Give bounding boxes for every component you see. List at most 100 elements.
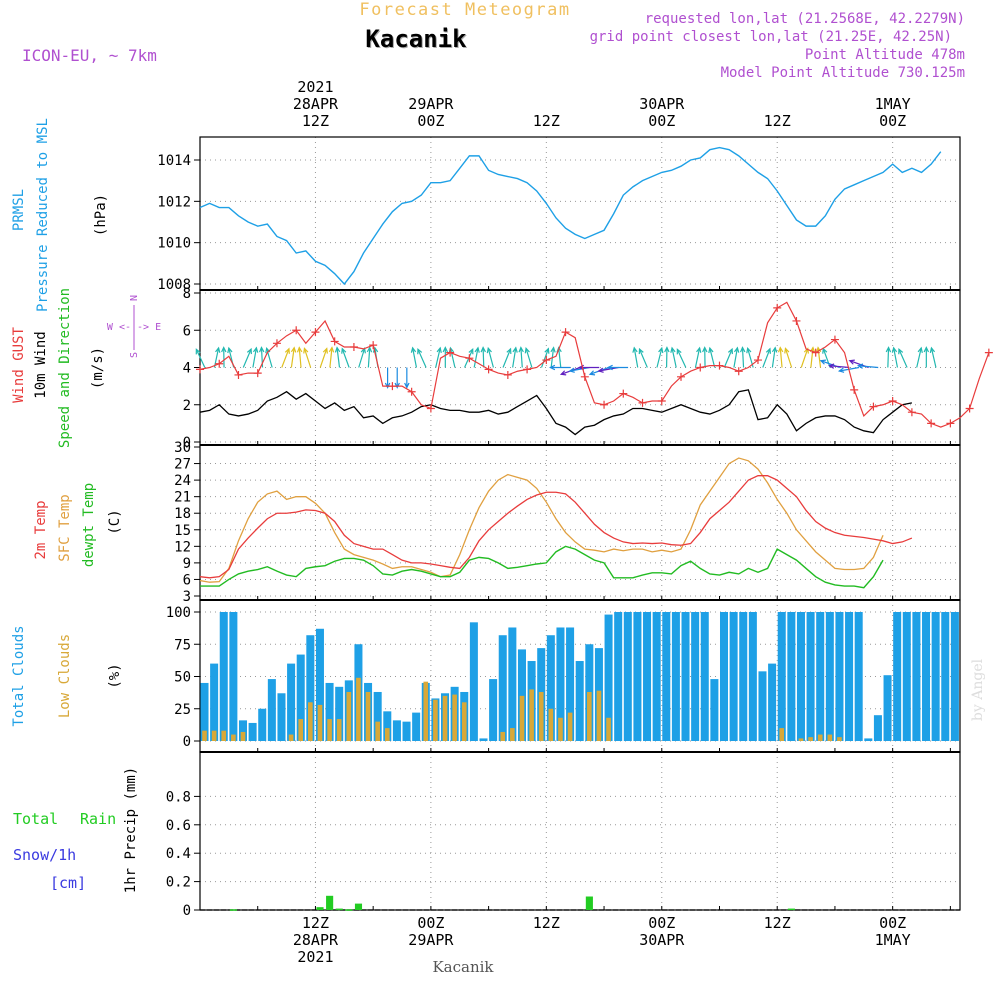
wind-arrow <box>829 365 850 369</box>
wind-arrow <box>916 347 922 368</box>
total-cloud-bar <box>864 738 873 741</box>
total-cloud-bar <box>469 622 478 741</box>
wind-arrow-head <box>606 364 613 371</box>
wind-arrow <box>266 348 273 368</box>
pressure-labels: PRMSL Pressure Reduced to MSL (hPa) <box>11 118 109 312</box>
total-cloud-bar <box>873 715 882 741</box>
gust-marker <box>753 356 762 365</box>
total-cloud-bar <box>248 722 257 741</box>
low-cloud-bar <box>317 704 323 741</box>
total-cloud-bar <box>556 627 565 741</box>
wind-arrow-head <box>328 346 335 353</box>
wind-arrow-head <box>848 359 855 365</box>
wind-arrow <box>525 348 533 368</box>
low-cloud-bar <box>433 699 438 741</box>
low-cloud-bar <box>567 712 573 741</box>
temperature-labels: 2m Temp SFC Temp dewpt Temp (C) <box>33 483 123 567</box>
low-cloud-bar <box>211 730 217 741</box>
wind-arrow-head <box>436 346 442 354</box>
wind-arrow <box>341 348 350 368</box>
wind-arrow <box>290 347 295 368</box>
wind-arrow-head <box>550 346 556 353</box>
wind-arrow <box>298 347 302 368</box>
wind-arrow-head <box>777 346 784 353</box>
wind-arrow <box>558 347 562 368</box>
wind-arrow-head <box>334 346 341 353</box>
gust-marker <box>792 316 801 325</box>
y-tick-label: 15 <box>174 523 191 539</box>
wind-arrow <box>633 347 639 368</box>
wind-arrow-head <box>923 346 930 353</box>
total-cloud-bar <box>643 612 652 741</box>
pressure-msl-label: Pressure Reduced to MSL <box>35 118 51 312</box>
gust-marker <box>272 339 281 348</box>
y-tick-label: 30 <box>174 440 191 456</box>
wind-arrow <box>822 348 831 368</box>
wind-gust-label: Wind GUST <box>11 327 27 403</box>
gust-marker <box>888 397 897 406</box>
requested-coords: requested lon,lat (21.2568E, 42.2279N) <box>645 11 965 27</box>
wind-arrow <box>319 348 328 368</box>
wind-arrow-head <box>506 347 512 354</box>
prmsl-line <box>199 146 942 286</box>
wind-arrow-head <box>417 347 423 355</box>
grid-lines <box>200 137 960 290</box>
wind-arrow <box>358 348 366 368</box>
total-cloud-bar <box>931 612 940 741</box>
y-tick-label: 3 <box>183 589 191 605</box>
wind-arrow-head <box>898 347 904 355</box>
rain-bar <box>335 908 343 911</box>
total-cloud-bar <box>652 612 661 741</box>
wind-arrow-head <box>891 346 898 353</box>
temp-2m-line <box>199 475 913 579</box>
gust-marker <box>523 365 532 374</box>
wind-arrow <box>893 347 899 368</box>
gust-marker <box>811 348 820 357</box>
gust-marker <box>715 361 724 370</box>
wind-arrows <box>195 346 937 389</box>
low-cloud-bar <box>442 695 448 741</box>
rain-bar <box>326 895 334 910</box>
wind-arrow-head <box>227 346 233 354</box>
percent-unit-label: (%) <box>107 663 123 688</box>
time-label: 2021 <box>297 78 333 96</box>
wind-arrow-head <box>284 347 290 354</box>
gust-marker <box>869 402 878 411</box>
total-cloud-bar <box>748 612 757 741</box>
wind-arrow-head <box>221 346 227 353</box>
y-tick-label: 0.8 <box>166 789 191 805</box>
total-cloud-bar <box>710 679 719 741</box>
total-cloud-bar <box>267 679 276 741</box>
low-cloud-bar <box>606 717 611 741</box>
total-cloud-bar <box>277 693 286 741</box>
rain-bars <box>229 895 795 911</box>
wind-arrow <box>800 348 809 368</box>
wind-arrow-head <box>702 346 708 353</box>
gust-marker <box>850 385 859 394</box>
total-cloud-bars <box>200 612 959 741</box>
y-tick-label: 0.4 <box>166 846 191 862</box>
wind-arrow <box>512 347 517 368</box>
celsius-unit-label: (C) <box>107 509 123 534</box>
y-tick-label: 0 <box>183 435 191 451</box>
wind-arrow-head <box>404 382 410 389</box>
total-cloud-bar <box>373 691 382 741</box>
wind-arrow <box>213 347 220 368</box>
total-cloud-bar <box>893 612 902 741</box>
low-cloud-bar <box>596 690 602 741</box>
low-cloud-bar <box>356 677 361 741</box>
snow-label: Snow/1h <box>13 846 76 864</box>
time-label: 1MAY <box>875 931 911 949</box>
rain-bar <box>345 909 353 911</box>
temp2m-label: 2m Temp <box>33 500 49 559</box>
time-label: 29APR <box>408 931 454 949</box>
grid-lines <box>200 445 960 600</box>
wind-10m-label: 10m Wind <box>33 331 49 398</box>
wind-arrow-head <box>215 346 221 353</box>
panel-frame <box>199 751 961 911</box>
low-cloud-bar <box>837 737 842 741</box>
time-label: 1MAY <box>875 95 911 113</box>
wind-arrow <box>676 349 687 368</box>
wind-arrow <box>487 348 494 368</box>
